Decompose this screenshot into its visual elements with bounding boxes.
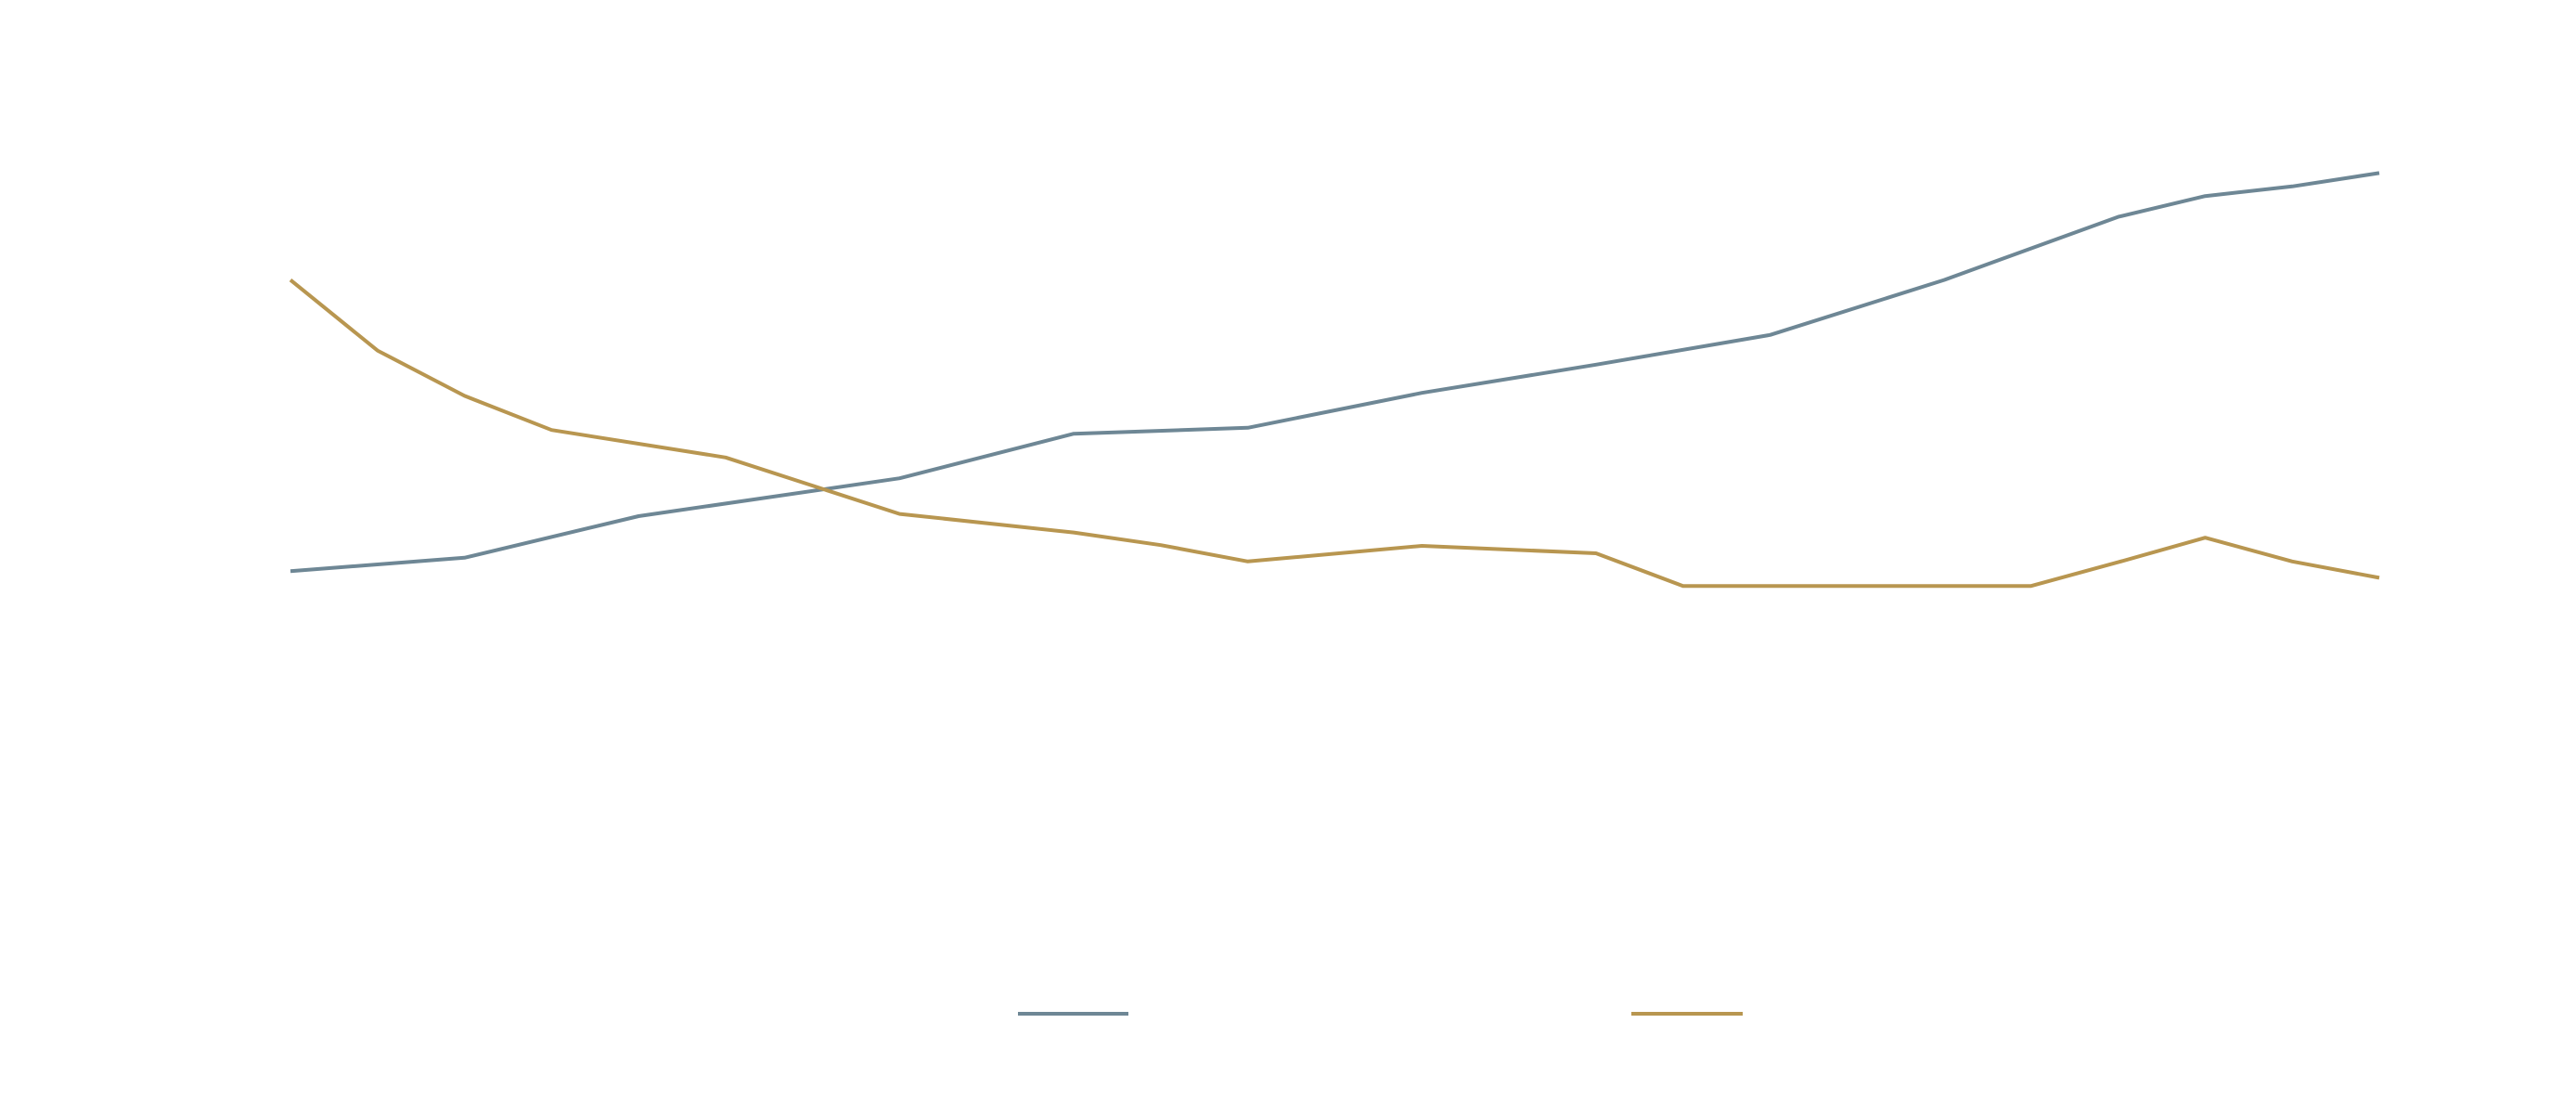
series-lines [289, 171, 2380, 589]
series-2-line [289, 278, 2380, 589]
series-1-line [290, 171, 2380, 574]
